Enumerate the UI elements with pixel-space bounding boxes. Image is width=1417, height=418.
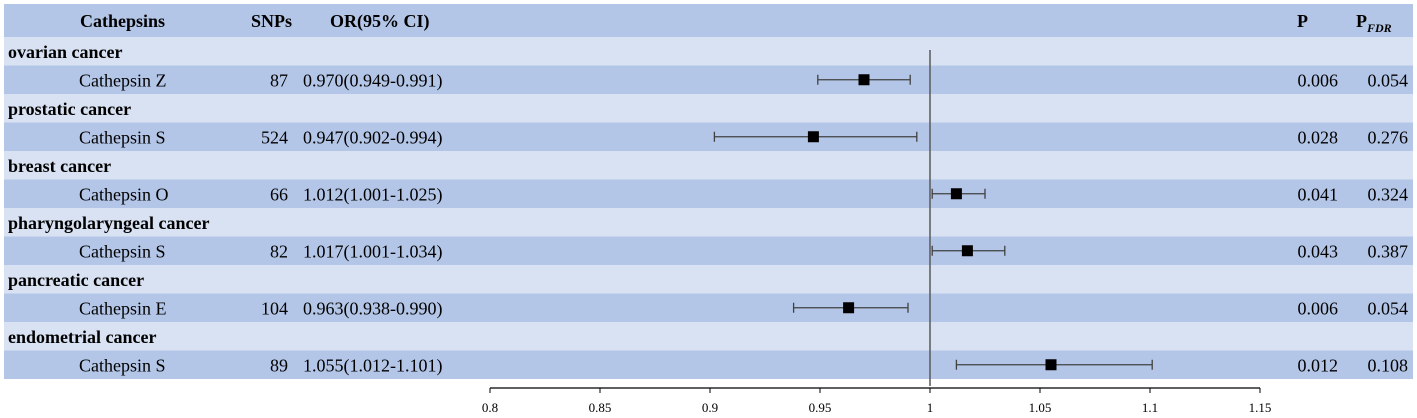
forest-marks — [713, 50, 1153, 386]
outcome-label: pharyngolaryngeal cancer — [8, 213, 209, 233]
pfdr-value: 0.324 — [1368, 185, 1409, 205]
or-point-marker — [807, 131, 819, 143]
or-ci-value: 1.012(1.001-1.025) — [303, 185, 442, 206]
data-band — [4, 293, 1413, 322]
outcome-band — [4, 151, 1413, 180]
cathepsin-name: Cathepsin S — [79, 356, 166, 376]
outcome-band — [4, 208, 1413, 237]
header-pfdr-main: P — [1356, 11, 1367, 31]
snps-value: 66 — [270, 185, 288, 205]
header-p: P — [1297, 11, 1308, 31]
header-band — [4, 4, 1413, 37]
outcome-label: endometrial cancer — [8, 327, 156, 347]
data-band — [4, 65, 1413, 94]
or-ci-value: 1.017(1.001-1.034) — [303, 242, 442, 263]
outcome-band — [4, 265, 1413, 294]
table-rows: ovarian cancer Cathepsin Z 87 0.970(0.949-0… — [4, 37, 1413, 379]
snps-value: 87 — [270, 71, 288, 91]
or-ci-value: 1.055(1.012-1.101) — [303, 356, 442, 377]
or-point-marker — [950, 188, 962, 200]
cathepsin-name: Cathepsin O — [79, 185, 169, 205]
or-point-marker — [858, 74, 870, 86]
pfdr-value: 0.108 — [1368, 356, 1409, 376]
cathepsin-name: Cathepsin Z — [79, 71, 167, 91]
x-tick-label: 1 — [927, 400, 934, 415]
pfdr-value: 0.054 — [1368, 299, 1409, 319]
outcome-label: breast cancer — [8, 156, 111, 176]
x-tick-label: 0.9 — [702, 400, 718, 415]
cathepsin-name: Cathepsin S — [79, 128, 166, 148]
or-point-marker — [961, 245, 973, 257]
outcome-label: prostatic cancer — [8, 99, 131, 119]
p-value: 0.041 — [1298, 185, 1339, 205]
header-or-ci: OR(95% CI) — [330, 11, 430, 32]
p-value: 0.028 — [1298, 128, 1339, 148]
snps-value: 82 — [270, 242, 288, 262]
cathepsin-name: Cathepsin S — [79, 242, 166, 262]
header-pfdr: PFDR — [1356, 11, 1392, 35]
p-value: 0.043 — [1298, 242, 1339, 262]
cathepsin-name: Cathepsin E — [79, 299, 167, 319]
x-tick-label: 0.95 — [809, 400, 832, 415]
p-value: 0.012 — [1298, 356, 1339, 376]
data-band — [4, 350, 1413, 379]
x-tick-label: 0.8 — [482, 400, 498, 415]
snps-value: 524 — [261, 128, 288, 148]
data-band — [4, 179, 1413, 208]
p-value: 0.006 — [1298, 71, 1339, 91]
data-band — [4, 236, 1413, 265]
x-axis: 0.8 0.85 0.9 0.95 1 1.05 1.1 1.15 — [482, 387, 1272, 415]
p-value: 0.006 — [1298, 299, 1339, 319]
pfdr-value: 0.387 — [1368, 242, 1409, 262]
snps-value: 104 — [261, 299, 288, 319]
header-cathepsins: Cathepsins — [80, 11, 165, 31]
x-tick-label: 0.85 — [589, 400, 612, 415]
or-point-marker — [843, 302, 855, 314]
outcome-band — [4, 37, 1413, 66]
or-ci-value: 0.970(0.949-0.991) — [303, 71, 442, 92]
x-tick-label: 1.05 — [1029, 400, 1052, 415]
pfdr-value: 0.276 — [1368, 128, 1409, 148]
outcome-band — [4, 94, 1413, 123]
outcome-band — [4, 322, 1413, 351]
x-tick-label: 1.1 — [1142, 400, 1158, 415]
header-pfdr-sub: FDR — [1366, 21, 1392, 35]
or-ci-value: 0.947(0.902-0.994) — [303, 128, 442, 149]
or-point-marker — [1045, 359, 1057, 371]
data-band — [4, 122, 1413, 151]
outcome-label: pancreatic cancer — [8, 270, 144, 290]
or-ci-value: 0.963(0.938-0.990) — [303, 299, 442, 320]
outcome-label: ovarian cancer — [8, 42, 122, 62]
x-tick-label: 1.15 — [1249, 400, 1272, 415]
snps-value: 89 — [270, 356, 288, 376]
header-snps: SNPs — [251, 11, 292, 31]
pfdr-value: 0.054 — [1368, 71, 1409, 91]
